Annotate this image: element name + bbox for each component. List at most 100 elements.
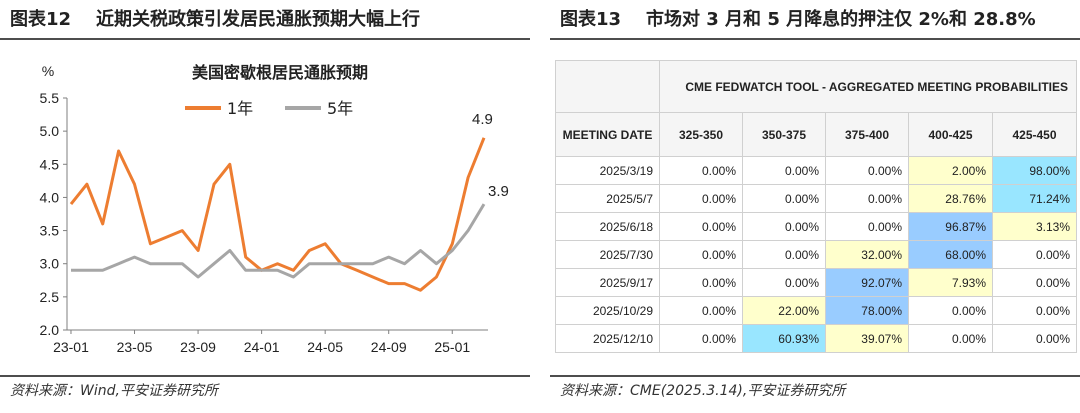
probability-cell: 0.00% [659,296,743,325]
probability-cell: 0.00% [659,240,743,269]
inflation-expectation-chart: % 美国密歇根居民通胀预期 1年 5年 2.0 2.5 3.0 3.5 4.0 4.5 5.0… [40,63,509,355]
left-panel-title: 图表12 近期关税政策引发居民通胀预期大幅上行 [0,0,530,40]
end-value-label: 4.9 [472,111,493,128]
x-tick-label: 24-01 [244,339,280,355]
table-corner-cell [555,60,660,113]
x-tick-label: 25-01 [434,339,470,355]
probability-cell: 0.00% [991,240,1078,269]
table-row: 2025/9/17 0.00% 0.00% 92.07% 7.93% 0.00% [555,268,1078,297]
probability-cell: 0.00% [991,324,1078,353]
y-tick-label: 5.5 [40,90,60,106]
right-figure-number: 图表13 [560,9,622,30]
series-line-5yr [71,203,486,279]
probability-cell: 0.00% [742,156,826,185]
probability-cell: 0.00% [659,268,743,297]
header-rate-range: 400-425 [908,112,993,157]
meeting-date-cell: 2025/10/29 [555,296,660,325]
probability-cell: 60.93% [742,324,826,353]
table-banner: CME FEDWATCH TOOL - AGGREGATED MEETING P… [658,60,1078,113]
right-figure-title: 市场对 3 月和 5 月降息的押注仅 2%和 28.8% [646,9,1036,30]
legend-label: 1年 [227,99,253,118]
chart-legend: 1年 5年 [185,99,353,118]
table-row: 2025/6/18 0.00% 0.00% 0.00% 96.87% 3.13% [555,212,1078,241]
probability-cell: 28.76% [908,184,993,213]
probability-cell: 0.00% [742,212,826,241]
x-axis: 23-01 23-05 23-09 24-01 24-05 24-09 25-01 [53,329,488,355]
y-tick-label: 3.0 [40,256,60,272]
probability-cell: 0.00% [991,268,1078,297]
probability-cell: 98.00% [991,156,1078,185]
y-tick-label: 3.5 [40,223,60,239]
right-source-note: 资料来源：CME(2025.3.14),平安证券研究所 [550,375,1080,413]
x-tick-label: 23-09 [180,339,216,355]
probability-cell: 68.00% [908,240,993,269]
left-figure-title: 近期关税政策引发居民通胀预期大幅上行 [96,9,420,30]
probability-cell: 0.00% [825,156,909,185]
header-rate-range: 375-400 [825,112,909,157]
table-row: 2025/10/29 0.00% 22.00% 78.00% 0.00% 0.00% [555,296,1078,325]
header-rate-range: 425-450 [991,112,1078,157]
probability-cell: 0.00% [908,324,993,353]
probability-cell: 0.00% [742,268,826,297]
chart-series [69,137,486,292]
y-tick-label: 2.0 [40,322,60,338]
probability-cell: 0.00% [659,212,743,241]
table-header-row: MEETING DATE 325-350 350-375 375-400 400-425… [555,112,1078,157]
right-panel-title: 图表13 市场对 3 月和 5 月降息的押注仅 2%和 28.8% [550,0,1080,40]
table-body: 2025/3/19 0.00% 0.00% 0.00% 2.00% 98.00% 2025/… [555,156,1078,353]
probability-cell: 0.00% [742,184,826,213]
y-tick-label: 5.0 [40,123,60,139]
probability-cell: 96.87% [908,212,993,241]
probability-cell: 0.00% [659,184,743,213]
meeting-date-cell: 2025/5/7 [555,184,660,213]
meeting-date-cell: 2025/6/18 [555,212,660,241]
y-axis: 2.0 2.5 3.0 3.5 4.0 4.5 5.0 5.5 [40,90,68,338]
probability-cell: 7.93% [908,268,993,297]
probability-cell: 32.00% [825,240,909,269]
probability-cell: 3.13% [991,212,1078,241]
probability-cell: 2.00% [908,156,993,185]
probability-cell: 0.00% [825,212,909,241]
probability-cell: 92.07% [825,268,909,297]
header-rate-range: 350-375 [742,112,826,157]
meeting-date-cell: 2025/9/17 [555,268,660,297]
probability-cell: 71.24% [991,184,1078,213]
x-tick-label: 23-05 [117,339,153,355]
y-tick-label: 4.0 [40,189,60,205]
table-row: 2025/5/7 0.00% 0.00% 0.00% 28.76% 71.24% [555,184,1078,213]
left-panel: 图表12 近期关税政策引发居民通胀预期大幅上行 % 美国密歇根居民通胀预期 1年 5… [0,0,530,413]
meeting-date-cell: 2025/7/30 [555,240,660,269]
probability-cell: 0.00% [659,156,743,185]
x-tick-label: 24-05 [307,339,343,355]
header-meeting-date: MEETING DATE [555,112,660,157]
right-panel: 图表13 市场对 3 月和 5 月降息的押注仅 2%和 28.8% CME FED… [550,0,1080,413]
series-line-1yr [69,137,486,292]
x-tick-label: 24-09 [371,339,407,355]
table-row: 2025/7/30 0.00% 0.00% 32.00% 68.00% 0.00% [555,240,1078,269]
y-axis-unit-label: % [42,63,54,79]
y-tick-label: 2.5 [40,289,60,305]
meeting-date-cell: 2025/12/10 [555,324,660,353]
probability-cell: 78.00% [825,296,909,325]
probability-cell: 0.00% [825,184,909,213]
header-rate-range: 325-350 [659,112,743,157]
probability-cell: 0.00% [908,296,993,325]
probability-cell: 22.00% [742,296,826,325]
probability-cell: 0.00% [659,324,743,353]
fedwatch-table-container: CME FEDWATCH TOOL - AGGREGATED MEETING P… [555,60,1078,353]
left-source-note: 资料来源：Wind,平安证券研究所 [0,375,530,413]
end-value-label: 3.9 [488,183,509,200]
probability-cell: 0.00% [742,240,826,269]
table-row: 2025/12/10 0.00% 60.93% 39.07% 0.00% 0.00% [555,324,1078,353]
table-row: 2025/3/19 0.00% 0.00% 0.00% 2.00% 98.00% [555,156,1078,185]
probability-cell: 0.00% [991,296,1078,325]
end-data-labels: 4.9 3.9 [472,111,509,200]
fedwatch-probability-table: CME FEDWATCH TOOL - AGGREGATED MEETING P… [555,60,1078,353]
meeting-date-cell: 2025/3/19 [555,156,660,185]
legend-label: 5年 [327,99,353,118]
x-tick-label: 23-01 [53,339,89,355]
probability-cell: 39.07% [825,324,909,353]
left-figure-number: 图表12 [10,9,72,30]
chart-title: 美国密歇根居民通胀预期 [192,63,368,82]
y-tick-label: 4.5 [40,156,60,172]
